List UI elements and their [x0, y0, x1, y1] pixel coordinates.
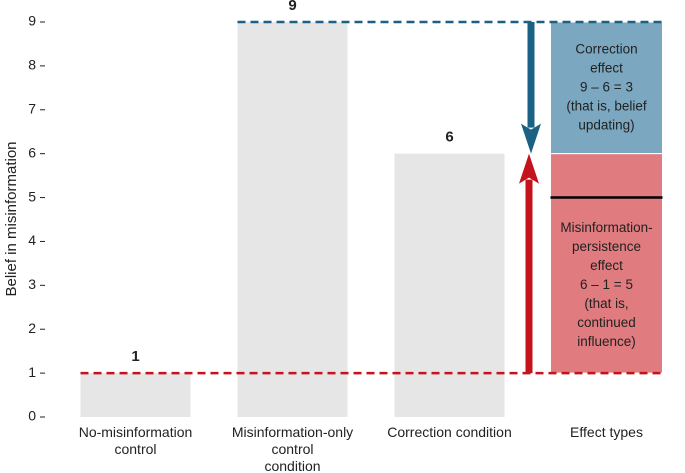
- data-label: 1: [131, 348, 139, 365]
- effect-text: Misinformation-persistence effect 6 – 1 = …: [560, 219, 652, 348]
- bar: [80, 373, 191, 417]
- y-tick-label: 9: [28, 13, 36, 29]
- y-tick-label: 8: [28, 57, 36, 73]
- x-tick-label: Effect types: [570, 424, 643, 440]
- x-tick-label: No-misinformation control: [79, 424, 193, 457]
- data-label: 9: [288, 0, 296, 14]
- y-tick-label: 2: [28, 320, 36, 336]
- bar: [237, 22, 348, 417]
- x-tick-label: Misinformation-only control condition: [232, 424, 353, 473]
- y-tick-label: 0: [28, 408, 36, 424]
- bar: [394, 153, 505, 417]
- y-tick-label: 6: [28, 144, 36, 160]
- y-tick-label: 7: [28, 100, 36, 116]
- y-tick-label: 3: [28, 276, 36, 292]
- y-tick-label: 4: [28, 232, 36, 248]
- arrow-head: [521, 123, 541, 154]
- data-label: 6: [445, 129, 453, 146]
- effect-text: Correction effect 9 – 6 = 3 (that is, belie…: [566, 41, 647, 132]
- x-tick-label: Correction condition: [387, 424, 512, 440]
- arrow-head: [519, 153, 539, 184]
- y-tick-label: 5: [28, 188, 36, 204]
- effect-box: [550, 153, 663, 374]
- y-tick-label: 1: [28, 364, 36, 380]
- y-axis-label: Belief in misinformation: [3, 141, 20, 296]
